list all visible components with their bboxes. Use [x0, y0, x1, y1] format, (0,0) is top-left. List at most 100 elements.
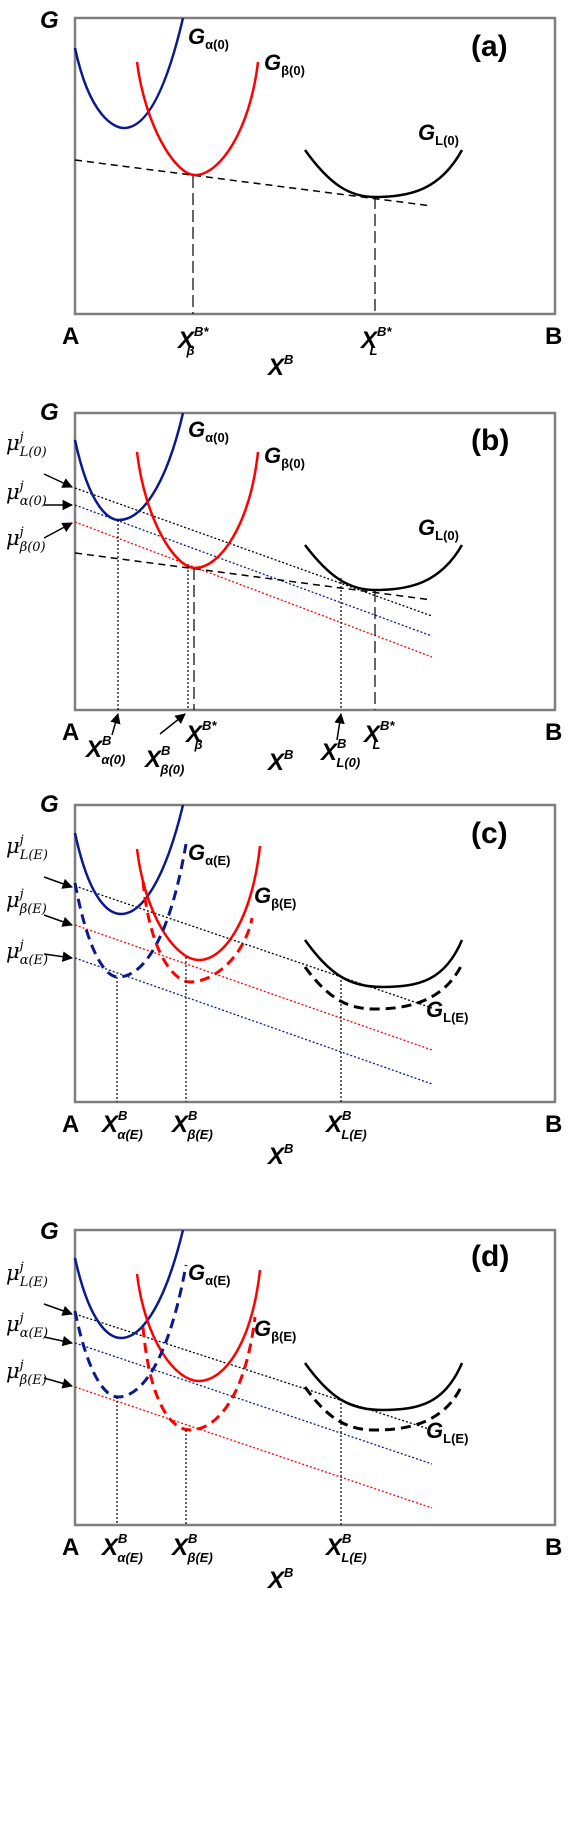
panel-d-frame [73, 1228, 557, 1527]
panel-a: (a) G A B XB Gα(0) Gβ(0) GL(0) XB* β XB* L [40, 7, 562, 381]
panel-d-right-end-label: B [545, 1534, 562, 1561]
panel-b-frame [73, 411, 557, 712]
panel-a-left-end-label: A [62, 323, 79, 350]
panel-a-liquid-label: GL(0) [418, 120, 459, 148]
panel-b-mu-alpha-label: μj α(0) [6, 479, 47, 509]
panel-c-alpha-tangent [74, 957, 433, 1085]
panel-c-beta-curve [135, 845, 262, 962]
panel-d-liquid-label: GL(E) [426, 1418, 468, 1446]
panel-d-g-axis-label: G [40, 1218, 59, 1245]
panel-d-mu-alpha-label: μj α(E) [6, 1311, 48, 1341]
panel-d-label: (d) [471, 1240, 509, 1273]
panel-c-mu-alpha-arrow [43, 951, 74, 962]
panel-a-g-axis-label: G [40, 7, 59, 34]
panel-a-beta-curve [135, 61, 260, 177]
panel-b-x-alpha-label: XB α(0) [84, 733, 125, 767]
panel-c: (c) G A B XB Gα(E) Gβ(E) GL(E) μj L(E) μj… [6, 791, 562, 1170]
panel-c-x-alpha-label: XB α(E) [100, 1108, 143, 1142]
panel-d-alpha-label: Gα(E) [188, 1260, 230, 1288]
panel-a-x-beta-star-label: XB* β [176, 324, 209, 358]
panel-b-right-end-label: B [545, 719, 562, 746]
panel-b-x-l-arrow [334, 712, 345, 741]
panel-b-x-beta-label: XB β(0) [143, 743, 184, 777]
panel-b-x-l-star-label: XB* L [362, 718, 395, 752]
panel-c-left-end-label: A [62, 1111, 79, 1138]
panel-b-left-end-label: A [62, 719, 79, 746]
panel-b-alpha-curve [73, 412, 185, 522]
panel-b-x-beta-star-label: XB* β [184, 718, 217, 752]
panel-c-x-axis-label: XB [266, 1141, 293, 1170]
panel-c-liquid-label: GL(E) [426, 997, 468, 1025]
panel-a-frame [73, 16, 557, 316]
panel-b-g-axis-label: G [40, 399, 59, 426]
panel-d-beta-label: Gβ(E) [254, 1316, 296, 1344]
panel-d-beta-e-curve [141, 1316, 257, 1432]
panel-d-beta-curve [135, 1269, 262, 1383]
panel-c-alpha-curve [73, 804, 185, 916]
panel-d-x-beta-label: XB β(E) [170, 1531, 213, 1565]
panel-b-mu-liquid-label: μj L(0) [6, 430, 47, 460]
panel-c-beta-e-curve [141, 880, 254, 984]
panel-b-alpha-label: Gα(0) [188, 417, 229, 445]
panel-a-common-tangent [74, 159, 433, 207]
panel-a-right-end-label: B [545, 323, 562, 350]
panel-d-mu-liquid-label: μj L(E) [6, 1260, 48, 1290]
panel-b-mu-beta-arrow [43, 522, 73, 539]
panel-c-liquid-curve [303, 939, 464, 989]
panel-d-alpha-tangent [74, 1342, 433, 1465]
panel-b-beta-curve [135, 451, 260, 570]
panel-c-liquid-tangent [74, 885, 433, 1009]
panel-b-mu-beta-label: μj β(0) [6, 525, 46, 555]
panel-a-x-l-star-label: XB* L [359, 324, 392, 358]
panel-d-mu-alpha-arrow [43, 1335, 74, 1347]
panel-c-x-l-label: XB L(E) [324, 1108, 367, 1142]
panel-b-x-alpha-arrow [110, 712, 121, 736]
panel-b-mu-liquid-arrow [43, 473, 73, 488]
panel-c-mu-alpha-label: μj α(E) [6, 938, 48, 968]
panel-b-x-beta-arrow [159, 713, 186, 735]
panel-c-x-beta-label: XB β(E) [170, 1108, 213, 1142]
panel-c-g-axis-label: G [40, 791, 59, 818]
panel-b-beta-label: Gβ(0) [264, 443, 305, 471]
panel-b: (b) G A B XB Gα(0) Gβ(0) GL(0) μj L(0) μj… [6, 399, 562, 777]
panel-c-label: (c) [471, 817, 508, 850]
panel-b-x-axis-label: XB [266, 747, 293, 776]
panel-d-alpha-curve [73, 1229, 185, 1340]
panel-d-x-axis-label: XB [266, 1565, 293, 1594]
panel-b-common-tangent [74, 552, 433, 601]
panel-d-alpha-e-curve [73, 1264, 188, 1399]
panel-d: (d) G A B XB Gα(E) Gβ(E) GL(E) μj L(E) μj… [6, 1218, 562, 1594]
panel-b-liquid-label: GL(0) [418, 515, 459, 543]
panel-c-right-end-label: B [545, 1111, 562, 1138]
panel-a-x-axis-label: XB [266, 352, 293, 381]
panel-d-beta-tangent [74, 1386, 433, 1509]
panel-a-alpha-label: Gα(0) [188, 24, 229, 52]
panel-a-liquid-curve [303, 149, 464, 199]
panel-d-left-end-label: A [62, 1534, 79, 1561]
panel-d-liquid-curve [303, 1362, 464, 1412]
panel-d-mu-beta-arrow [43, 1377, 74, 1389]
panel-d-mu-beta-label: μj β(E) [6, 1358, 47, 1388]
panel-c-liquid-e-curve [303, 963, 464, 1011]
panel-b-liquid-tangent [74, 487, 433, 617]
panel-a-alpha-curve [73, 17, 185, 130]
panel-c-beta-tangent [74, 924, 433, 1051]
panel-c-mu-liquid-arrow [43, 876, 73, 889]
panel-b-liquid-curve [304, 544, 464, 592]
panel-c-alpha-label: Gα(E) [188, 840, 230, 868]
panel-c-beta-label: Gβ(E) [254, 883, 296, 911]
panel-c-mu-liquid-label: μj L(E) [6, 833, 48, 863]
panel-a-beta-label: Gβ(0) [264, 50, 305, 78]
panel-b-label: (b) [471, 424, 509, 457]
panel-c-mu-beta-arrow [43, 914, 73, 927]
panel-d-liquid-e-curve [303, 1384, 464, 1432]
panel-a-label: (a) [471, 30, 508, 63]
panel-c-frame [73, 803, 557, 1104]
panel-d-mu-liquid-arrow [43, 1303, 73, 1316]
panel-c-mu-beta-label: μj β(E) [6, 887, 47, 917]
panel-d-x-l-label: XB L(E) [324, 1531, 367, 1565]
panel-b-alpha-tangent [74, 504, 433, 637]
panel-d-x-alpha-label: XB α(E) [100, 1531, 143, 1565]
panel-b-x-l-label: XB L(0) [319, 736, 360, 770]
